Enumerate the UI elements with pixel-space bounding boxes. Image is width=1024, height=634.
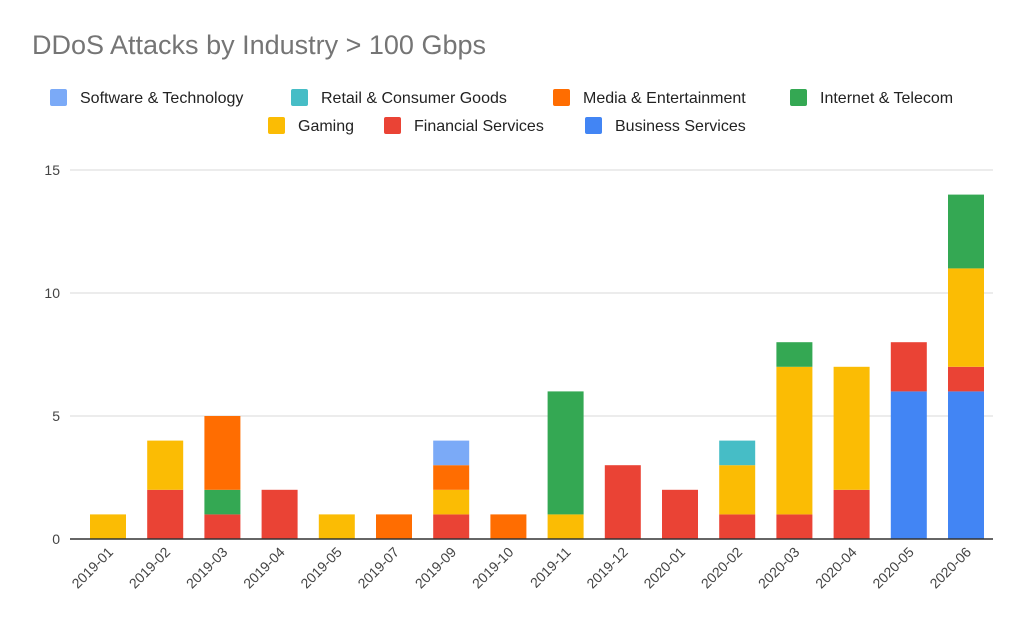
x-tick-label: 2019-09 [412, 544, 460, 592]
legend-label-gaming: Gaming [298, 118, 354, 135]
bar-2019-02-gaming [147, 440, 184, 490]
bar-2020-04-gaming [833, 366, 870, 490]
bar-2020-05-financial-services [890, 342, 927, 392]
bar-2019-11-gaming [547, 514, 584, 539]
y-tick-label: 0 [52, 531, 60, 547]
x-tick-label: 2019-10 [469, 544, 517, 592]
legend-item-retail-and-consumer-goods: Retail & Consumer Goods [291, 89, 507, 107]
bar-2019-09-media-and-entertainment [433, 465, 470, 490]
x-tick-label: 2019-07 [354, 544, 402, 592]
bar-2020-03-financial-services [776, 514, 813, 539]
bar-2020-01-financial-services [662, 489, 698, 539]
bar-2020-06-internet-and-telecom [948, 194, 984, 269]
legend-item-business-services: Business Services [585, 117, 746, 135]
bar-2019-09-software-and-technology [433, 440, 470, 466]
y-tick-label: 10 [44, 285, 60, 301]
bar-2020-06-business-services [948, 391, 984, 539]
x-tick-label: 2019-11 [527, 544, 574, 591]
x-tick-label: 2019-02 [126, 544, 174, 592]
legend-item-media-and-entertainment: Media & Entertainment [553, 89, 746, 107]
bar-2020-04-financial-services [833, 489, 870, 539]
bar-2019-10-media-and-entertainment [490, 514, 527, 539]
legend-label-internet-and-telecom: Internet & Telecom [820, 90, 953, 107]
x-axis: 2019-01 2019-02 2019-03 2019-04 2019-05 2019-… [68, 544, 974, 592]
y-tick-label: 15 [44, 162, 60, 178]
bar-2020-02-financial-services [719, 514, 756, 539]
y-tick-label: 5 [52, 408, 60, 424]
x-tick-label: 2020-05 [869, 544, 917, 592]
bar-2020-03-gaming [776, 366, 813, 515]
bar-2019-11-internet-and-telecom [547, 391, 584, 515]
legend-item-financial-services: Financial Services [384, 117, 544, 135]
bar-2019-07-media-and-entertainment [376, 514, 412, 539]
y-axis: 0 5 10 15 [44, 162, 993, 547]
x-tick-label: 2019-01 [68, 544, 116, 592]
bar-2019-09-financial-services [433, 514, 470, 539]
legend-label-media-and-entertainment: Media & Entertainment [583, 90, 746, 107]
legend-swatch-financial-services [384, 117, 401, 134]
bar-2020-02-retail-and-consumer-goods [719, 440, 756, 466]
bar-2019-03-internet-and-telecom [204, 489, 241, 515]
bar-2020-03-internet-and-telecom [776, 342, 813, 367]
bar-2020-06-financial-services [948, 366, 984, 392]
legend-label-software-and-technology: Software & Technology [80, 90, 243, 107]
legend-item-gaming: Gaming [268, 117, 354, 135]
legend-swatch-software-and-technology [50, 89, 67, 106]
bar-2020-02-gaming [719, 465, 756, 515]
legend-swatch-business-services [585, 117, 602, 134]
bar-2019-05-gaming [318, 514, 355, 539]
bar-2019-01-gaming [90, 514, 126, 539]
bar-2020-05-business-services [890, 391, 927, 539]
legend-item-internet-and-telecom: Internet & Telecom [790, 89, 953, 107]
x-tick-label: 2019-04 [240, 544, 288, 592]
x-tick-label: 2020-04 [812, 544, 860, 592]
bar-2019-12-financial-services [604, 465, 641, 539]
legend-item-software-and-technology: Software & Technology [50, 89, 243, 107]
x-tick-label: 2020-03 [755, 544, 803, 592]
x-tick-label: 2020-06 [926, 544, 974, 592]
bar-2020-06-gaming [948, 268, 984, 367]
legend-swatch-internet-and-telecom [790, 89, 807, 106]
legend-label-financial-services: Financial Services [414, 118, 544, 135]
legend-label-business-services: Business Services [615, 118, 746, 135]
bar-2019-04-financial-services [261, 489, 298, 539]
x-tick-label: 2020-02 [698, 544, 746, 592]
x-tick-label: 2019-05 [297, 544, 345, 592]
legend: Software & Technology Retail & Consumer G… [50, 89, 953, 135]
x-tick-label: 2019-03 [183, 544, 231, 592]
bar-2019-09-gaming [433, 489, 470, 515]
bar-2019-02-financial-services [147, 489, 184, 539]
x-tick-label: 2019-12 [583, 544, 631, 592]
x-tick-label: 2020-01 [640, 544, 688, 592]
legend-label-retail-and-consumer-goods: Retail & Consumer Goods [321, 90, 507, 107]
chart-title: DDoS Attacks by Industry > 100 Gbps [32, 30, 486, 60]
legend-swatch-media-and-entertainment [553, 89, 570, 106]
bars [90, 194, 984, 539]
bar-2019-03-financial-services [204, 514, 241, 539]
legend-swatch-gaming [268, 117, 285, 134]
bar-2019-03-media-and-entertainment [204, 416, 241, 490]
legend-swatch-retail-and-consumer-goods [291, 89, 308, 106]
